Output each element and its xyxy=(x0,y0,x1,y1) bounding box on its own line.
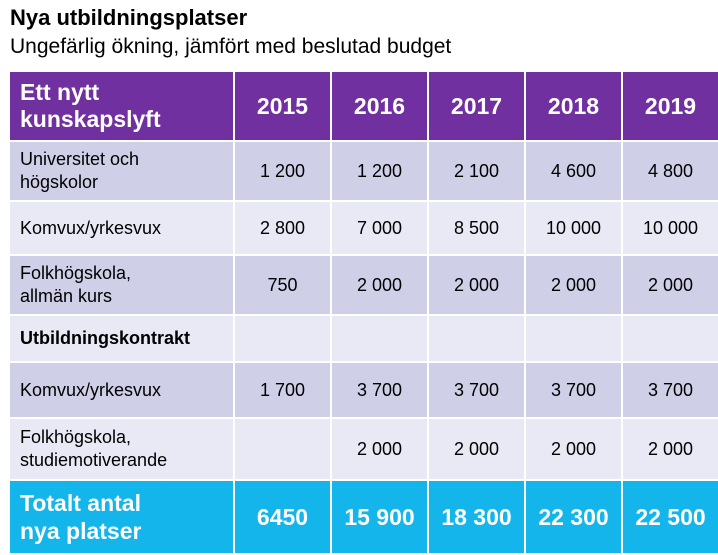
row-label: Folkhögskola, studiemotiverande xyxy=(10,419,233,481)
total-label: Totalt antal nya platser xyxy=(10,481,233,555)
row-label: Folkhögskola, allmän kurs xyxy=(10,256,233,316)
table-row: Folkhögskola, allmän kurs 750 2 000 2 00… xyxy=(10,256,718,316)
cell-2017 xyxy=(429,316,524,363)
page-subtitle: Ungefärlig ökning, jämfört med beslutad … xyxy=(10,35,452,58)
cell-2017: 2 100 xyxy=(429,142,524,202)
cell-2017: 8 500 xyxy=(429,202,524,256)
row-label: Komvux/yrkesvux xyxy=(10,202,233,256)
table-row: Folkhögskola, studiemotiverande 2 000 2 … xyxy=(10,419,718,481)
total-2019: 22 500 xyxy=(623,481,718,555)
cell-2016: 1 200 xyxy=(332,142,427,202)
cell-2019: 10 000 xyxy=(623,202,718,256)
cell-2018: 2 000 xyxy=(526,419,621,481)
cell-2016: 3 700 xyxy=(332,363,427,419)
row-label-line2: studiemotiverande xyxy=(20,450,168,470)
row-label-line1: Folkhögskola, xyxy=(20,263,132,283)
header-label-cell: Ett nytt kunskapslyft xyxy=(10,72,233,142)
cell-2018 xyxy=(526,316,621,363)
cell-2016: 2 000 xyxy=(332,419,427,481)
section-label: Utbildningskontrakt xyxy=(10,316,233,363)
cell-2016: 2 000 xyxy=(332,256,427,316)
cell-2015: 750 xyxy=(235,256,330,316)
table-row-section-header: Utbildningskontrakt xyxy=(10,316,718,363)
page-title: Nya utbildningsplatser xyxy=(10,5,248,30)
header-year-2018: 2018 xyxy=(526,72,621,142)
cell-2019: 2 000 xyxy=(623,419,718,481)
cell-2016 xyxy=(332,316,427,363)
cell-2015: 1 200 xyxy=(235,142,330,202)
total-label-line2: nya platser xyxy=(20,518,142,544)
table-total-row: Totalt antal nya platser 6450 15 900 18 … xyxy=(10,481,718,555)
row-label-line1: Universitet och xyxy=(20,149,140,169)
cell-2015: 1 700 xyxy=(235,363,330,419)
cell-2015 xyxy=(235,419,330,481)
table-header-row: Ett nytt kunskapslyft 2015 2016 2017 201… xyxy=(10,72,718,142)
cell-2018: 2 000 xyxy=(526,256,621,316)
cell-2019: 4 800 xyxy=(623,142,718,202)
header-year-2019: 2019 xyxy=(623,72,718,142)
cell-2017: 3 700 xyxy=(429,363,524,419)
cell-2018: 10 000 xyxy=(526,202,621,256)
cell-2017: 2 000 xyxy=(429,256,524,316)
table-row: Komvux/yrkesvux 1 700 3 700 3 700 3 700 … xyxy=(10,363,718,419)
total-2018: 22 300 xyxy=(526,481,621,555)
row-label-line2: högskolor xyxy=(20,172,99,192)
education-places-table: Ett nytt kunskapslyft 2015 2016 2017 201… xyxy=(8,72,718,555)
total-2016: 15 900 xyxy=(332,481,427,555)
cell-2018: 3 700 xyxy=(526,363,621,419)
header-year-2015: 2015 xyxy=(235,72,330,142)
row-label-line1: Folkhögskola, xyxy=(20,427,132,447)
header-label-line2: kunskapslyft xyxy=(20,106,161,132)
cell-2017: 2 000 xyxy=(429,419,524,481)
total-label-line1: Totalt antal xyxy=(20,490,141,516)
cell-2019: 2 000 xyxy=(623,256,718,316)
row-label: Universitet och högskolor xyxy=(10,142,233,202)
cell-2016: 7 000 xyxy=(332,202,427,256)
header-year-2017: 2017 xyxy=(429,72,524,142)
cell-2015: 2 800 xyxy=(235,202,330,256)
table-row: Universitet och högskolor 1 200 1 200 2 … xyxy=(10,142,718,202)
cell-2018: 4 600 xyxy=(526,142,621,202)
row-label-line2: allmän kurs xyxy=(20,286,113,306)
row-label: Komvux/yrkesvux xyxy=(10,363,233,419)
total-2015: 6450 xyxy=(235,481,330,555)
cell-2019: 3 700 xyxy=(623,363,718,419)
total-2017: 18 300 xyxy=(429,481,524,555)
cell-2015 xyxy=(235,316,330,363)
header-label-line1: Ett nytt xyxy=(20,79,100,105)
table-row: Komvux/yrkesvux 2 800 7 000 8 500 10 000… xyxy=(10,202,718,256)
cell-2019 xyxy=(623,316,718,363)
header-year-2016: 2016 xyxy=(332,72,427,142)
